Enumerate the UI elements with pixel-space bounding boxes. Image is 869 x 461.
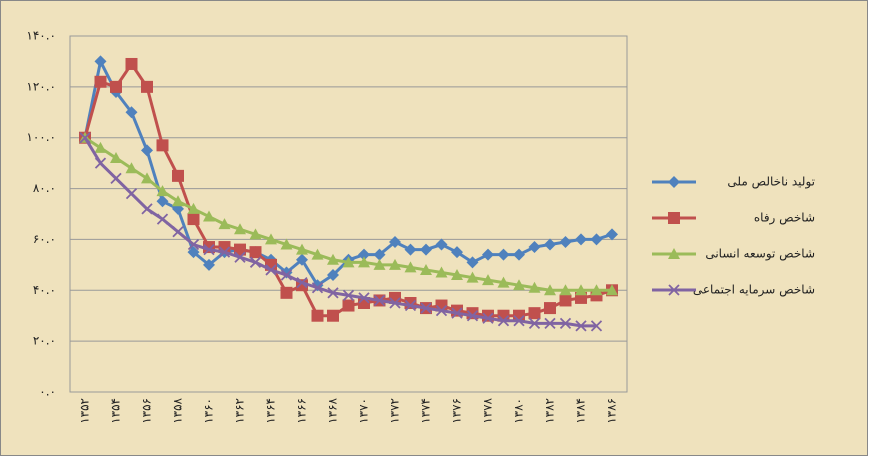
legend-label: شاخص توسعه انسانی <box>705 247 815 262</box>
x-tick-label: ۱۳۷۰ <box>357 398 371 424</box>
x-tick-label: ۱۳۵۲ <box>78 398 92 424</box>
y-tick-label: ۸۰.۰ <box>33 181 56 195</box>
data-point <box>544 302 556 314</box>
x-tick-label: ۱۳۷۴ <box>419 398 433 424</box>
y-tick-label: ۱۲۰.۰ <box>26 79 56 93</box>
x-tick-label: ۱۳۵۶ <box>140 398 154 424</box>
legend-marker <box>668 212 680 224</box>
x-tick-label: ۱۳۵۸ <box>171 397 185 423</box>
data-point <box>126 58 138 70</box>
data-point <box>141 81 153 93</box>
data-point <box>172 170 184 182</box>
y-tick-label: ۴۰.۰ <box>33 283 56 297</box>
x-tick-label: ۱۳۸۲ <box>543 398 557 424</box>
legend-label: تولید ناخالص ملی <box>727 175 815 190</box>
x-tick-label: ۱۳۶۲ <box>233 398 247 424</box>
data-point <box>157 139 169 151</box>
y-tick-label: ۶۰.۰ <box>33 232 56 246</box>
x-tick-label: ۱۳۶۸ <box>326 397 340 423</box>
x-tick-label: ۱۳۵۴ <box>109 398 123 424</box>
x-tick-label: ۱۳۸۶ <box>605 398 619 424</box>
chart: ۰.۰ ۲۰.۰ ۴۰.۰ ۶۰.۰ ۸۰.۰ ۱۰۰.۰ ۱۲۰.۰ ۱۴۰.۰ ۱۳۵۲ ۱۳… <box>0 0 869 457</box>
legend-label: شاخص سرمایه اجتماعی <box>693 283 815 298</box>
x-tick-label: ۱۳۶۰ <box>202 398 216 424</box>
x-tick-label: ۱۳۶۶ <box>295 398 309 424</box>
data-point <box>560 294 572 306</box>
data-point <box>343 300 355 312</box>
data-point <box>110 81 122 93</box>
data-point <box>250 246 262 258</box>
x-tick-label: ۱۳۷۸ <box>481 397 495 423</box>
y-tick-label: ۱۰۰.۰ <box>26 130 56 144</box>
data-point <box>188 213 200 225</box>
data-point <box>312 310 324 322</box>
data-point <box>529 307 541 319</box>
x-tick-label: ۱۳۷۲ <box>388 398 402 424</box>
x-tick-label: ۱۳۸۴ <box>574 398 588 424</box>
x-tick-label: ۱۳۷۶ <box>450 398 464 424</box>
x-tick-label: ۱۳۸۰ <box>512 398 526 424</box>
data-point <box>95 76 107 88</box>
legend-label: شاخص رفاه <box>754 211 815 226</box>
y-tick-label: ۱۴۰.۰ <box>26 29 56 43</box>
x-tick-label: ۱۳۶۴ <box>264 398 278 424</box>
data-point <box>281 287 293 299</box>
data-point <box>327 310 339 322</box>
y-tick-label: ۰.۰ <box>39 385 56 399</box>
y-tick-label: ۲۰.۰ <box>33 334 56 348</box>
